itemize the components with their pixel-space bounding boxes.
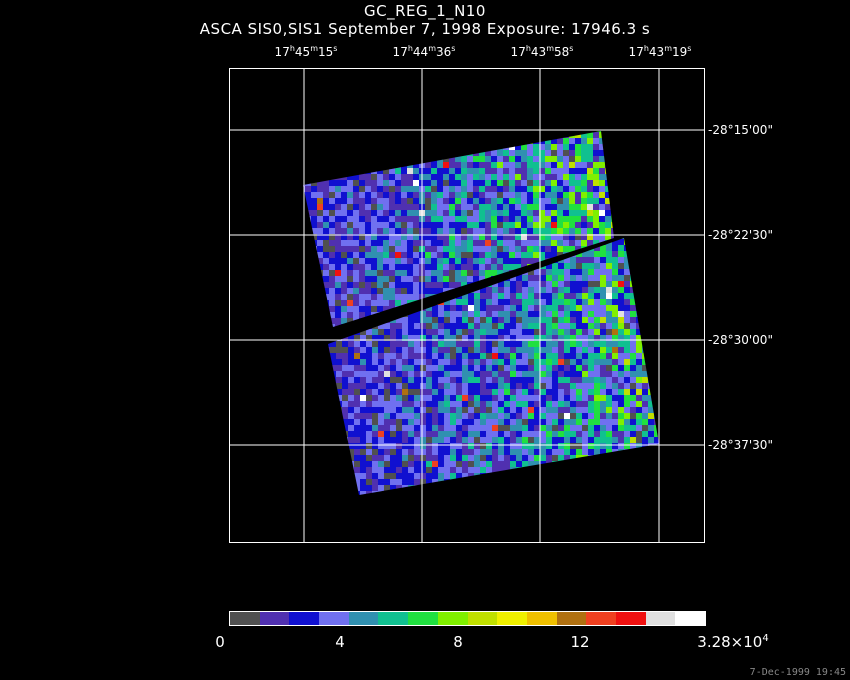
dec-label-2: -28°22'30" <box>708 228 773 242</box>
colorbar-swatch <box>437 612 468 625</box>
colorbar-label-max: 3.28×104 <box>697 633 769 651</box>
colorbar-swatch <box>378 612 409 625</box>
colorbar-swatch <box>348 612 379 625</box>
colorbar-label-8: 8 <box>453 633 463 651</box>
dec-label-3: -28°30'00" <box>708 333 773 347</box>
colorbar-swatch <box>408 612 438 625</box>
ra-label-1: 17h45m15s <box>274 44 338 59</box>
colorbar-label-4: 4 <box>335 633 345 651</box>
ra-label-2: 17h44m36s <box>392 44 456 59</box>
colorbar-swatch <box>586 612 616 625</box>
colorbar-swatch <box>230 612 260 625</box>
timestamp: 7-Dec-1999 19:45 <box>749 667 846 678</box>
colorbar-swatch <box>319 612 349 625</box>
coordinate-grid <box>229 68 705 543</box>
dec-label-4: -28°37'30" <box>708 438 773 452</box>
colorbar-label-12: 12 <box>570 633 590 651</box>
ra-label-3: 17h43m58s <box>510 44 574 59</box>
colorbar-swatch <box>467 612 498 625</box>
colorbar-swatch <box>645 612 676 625</box>
sky-image-plot <box>229 68 705 543</box>
colorbar-swatch <box>615 612 646 625</box>
colorbar <box>229 611 706 626</box>
colorbar-swatch <box>675 612 705 625</box>
image-subtitle: ASCA SIS0,SIS1 September 7, 1998 Exposur… <box>199 20 651 38</box>
image-title: GC_REG_1_N10 <box>364 2 486 20</box>
ra-label-4: 17h43m19s <box>628 44 692 59</box>
colorbar-label-0: 0 <box>215 633 225 651</box>
colorbar-swatch <box>259 612 290 625</box>
colorbar-swatch <box>556 612 587 625</box>
colorbar-swatch <box>497 612 527 625</box>
colorbar-swatch <box>526 612 557 625</box>
dec-label-1: -28°15'00" <box>708 123 773 137</box>
colorbar-swatch <box>289 612 320 625</box>
